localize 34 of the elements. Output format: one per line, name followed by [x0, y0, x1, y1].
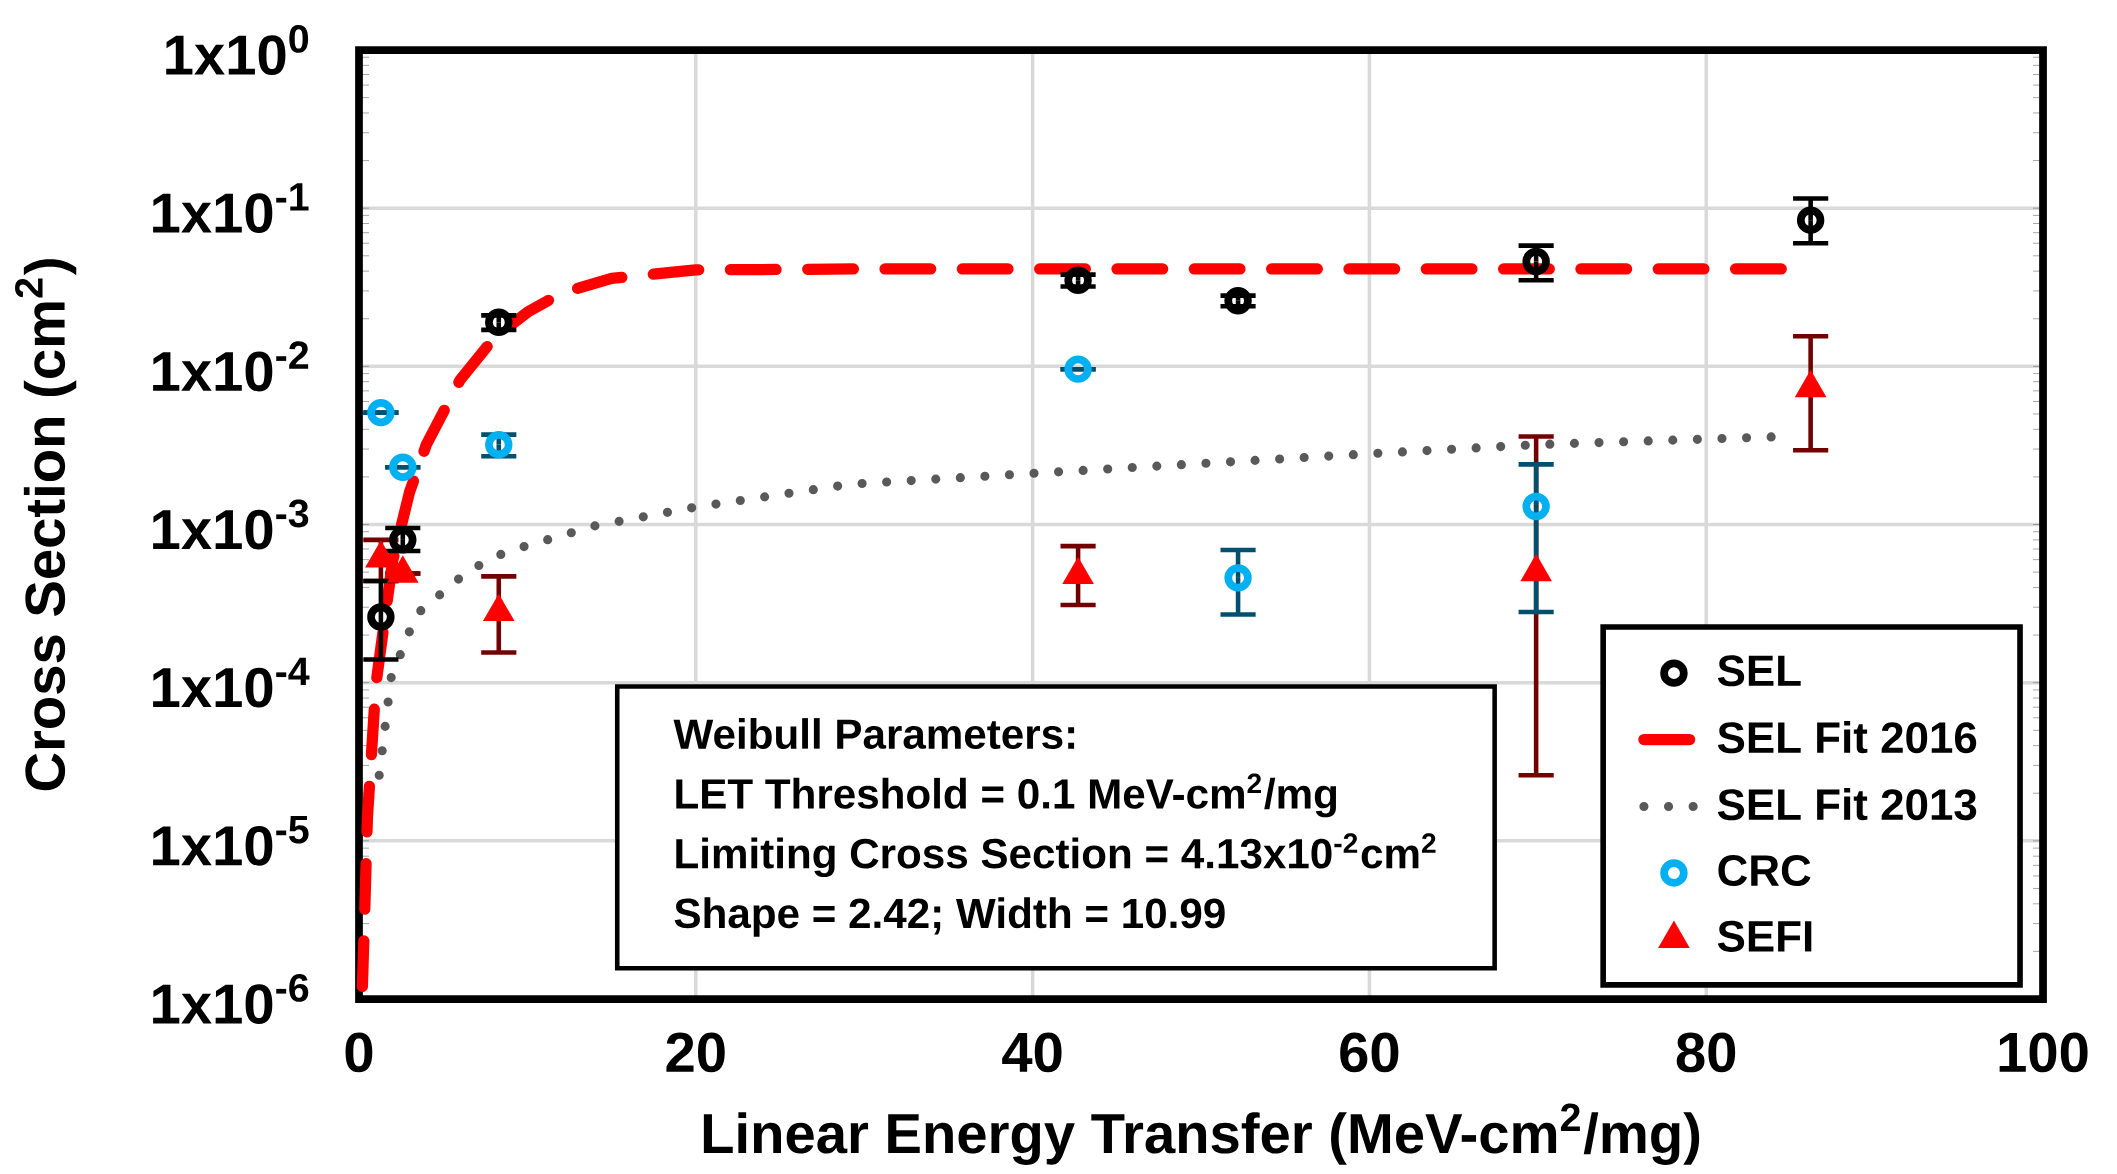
point: [1796, 206, 1825, 234]
y-tick-label: 1x10$^{-1}$: [153, 183, 309, 234]
x-axis-title: Linear Energy Transfer (MeV-cm$^{2}$/mg): [703, 1103, 1700, 1165]
point: [1064, 355, 1092, 383]
y-tick-label: 1x10$^{0}$: [166, 24, 309, 76]
point: [1064, 266, 1092, 295]
x-tick-label: 60: [1340, 1032, 1399, 1073]
point: [1224, 564, 1252, 592]
legend-label: CRC: [1718, 854, 1811, 887]
y-tick-label: 1x10$^{-6}$: [153, 973, 309, 1025]
annotation: Weibull Parameters:: [673, 718, 1075, 750]
annotation: Shape = 2.42; Width = 10.99: [674, 897, 1225, 937]
point: [1522, 492, 1550, 521]
point: [1224, 287, 1252, 315]
x-tick-label: 0: [345, 1032, 373, 1073]
y-tick-label: 1x10$^{-2}$: [153, 341, 309, 392]
point: [389, 453, 417, 482]
x-tick-label: 40: [1002, 1032, 1062, 1073]
annotation: Limiting Cross Section = 4.13x10$^{-2}$cm$^{2}$: [676, 833, 1436, 878]
x-tick-label: 100: [1999, 1032, 2088, 1073]
point: [367, 398, 395, 427]
legend-label: SEL: [1717, 655, 1801, 687]
y-axis-title: Cross Section (cm$^{2}$): [15, 259, 77, 791]
y-tick-label: 1x10$^{-5}$: [153, 816, 309, 866]
legend-label: SEL Fit 2013: [1717, 787, 1977, 821]
y-tick-label: 1x10$^{-3}$: [153, 499, 309, 550]
y-tick-label: 1x10$^{-4}$: [153, 657, 310, 708]
point: [367, 603, 395, 631]
legend-label: SEL Fit 2016: [1717, 720, 1977, 754]
x-tick-label: 80: [1676, 1032, 1736, 1073]
point: [485, 308, 513, 336]
x-tick-label: 20: [666, 1032, 725, 1073]
annotation: LET Threshold = 0.1 MeV-cm$^{2}$/mg: [676, 773, 1337, 818]
legend-label: SEFI: [1717, 920, 1812, 952]
